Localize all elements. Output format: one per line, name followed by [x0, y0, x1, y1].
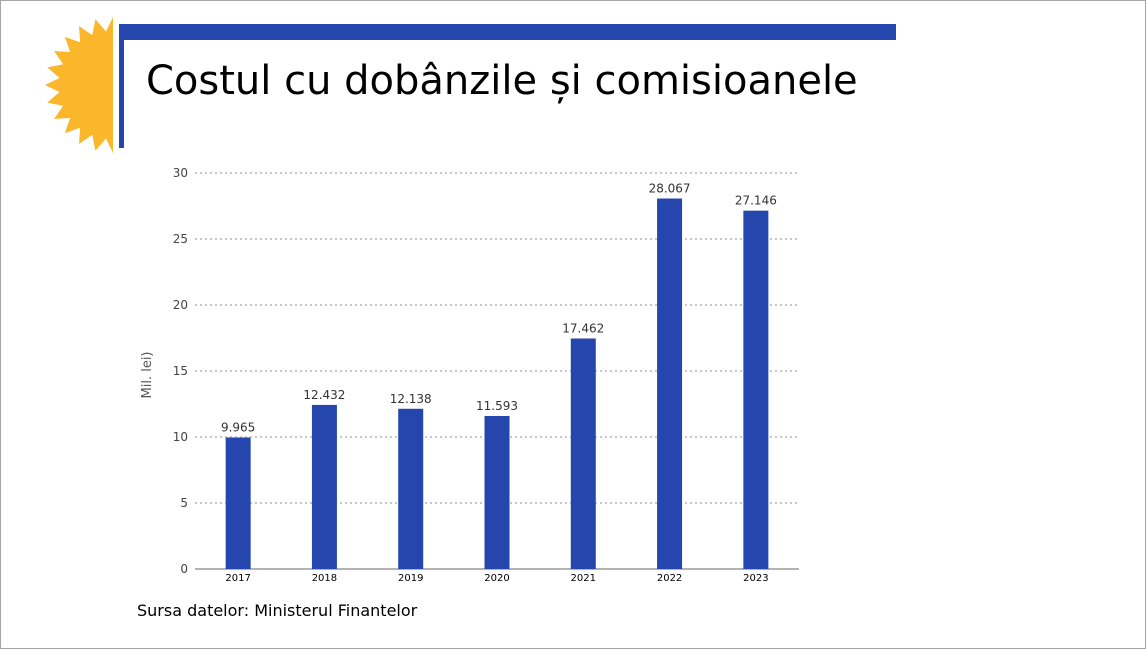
- bar-2021: [570, 338, 596, 569]
- data-label-2017: 9.965: [221, 420, 255, 434]
- y-tick-label: 30: [173, 166, 188, 180]
- y-tick-label: 0: [180, 562, 188, 576]
- source-note: Sursa datelor: Ministerul Finantelor: [137, 601, 418, 620]
- side-accent-bar: [119, 24, 124, 148]
- axes: 0 5 10 15 20 25 30 Mil. lei) 2017 2018 2019 2020 202…: [140, 166, 799, 584]
- data-label-2018: 12.432: [303, 388, 345, 402]
- bar-2020: [484, 415, 510, 569]
- bar-2017: [225, 437, 251, 569]
- data-label-2021: 17.462: [562, 322, 604, 336]
- page-title: Costul cu dobânzile și comisioanele: [146, 58, 858, 104]
- data-label-2022: 28.067: [649, 182, 691, 196]
- y-tick-label: 20: [173, 298, 188, 312]
- bar-2018: [311, 404, 337, 569]
- data-labels: 9.965 12.432 12.138 11.593 17.462 28.067 27.14…: [221, 182, 777, 435]
- y-tick-label: 25: [173, 232, 188, 246]
- x-tick-label: 2020: [484, 573, 509, 584]
- data-label-2020: 11.593: [476, 399, 518, 413]
- x-tick-label: 2017: [225, 573, 250, 584]
- header-accent-bar: [119, 24, 896, 40]
- y-axis-label: Mil. lei): [140, 352, 155, 399]
- y-tick-label: 15: [173, 364, 188, 378]
- x-tick-label: 2019: [398, 573, 423, 584]
- sun-icon: [45, 17, 113, 153]
- bar-chart: 0 5 10 15 20 25 30 Mil. lei) 2017 2018 2019 2020 202…: [140, 166, 799, 584]
- bar-2019: [398, 408, 424, 569]
- x-tick-label: 2021: [571, 573, 596, 584]
- x-tick-label: 2018: [312, 573, 337, 584]
- y-tick-label: 10: [173, 430, 188, 444]
- data-label-2023: 27.146: [735, 194, 777, 208]
- bar-2022: [657, 198, 683, 569]
- y-tick-label: 5: [180, 496, 188, 510]
- x-tick-label: 2023: [743, 573, 768, 584]
- x-tick-label: 2022: [657, 573, 682, 584]
- bars: [225, 198, 769, 570]
- data-label-2019: 12.138: [390, 392, 432, 406]
- bar-2023: [743, 210, 769, 570]
